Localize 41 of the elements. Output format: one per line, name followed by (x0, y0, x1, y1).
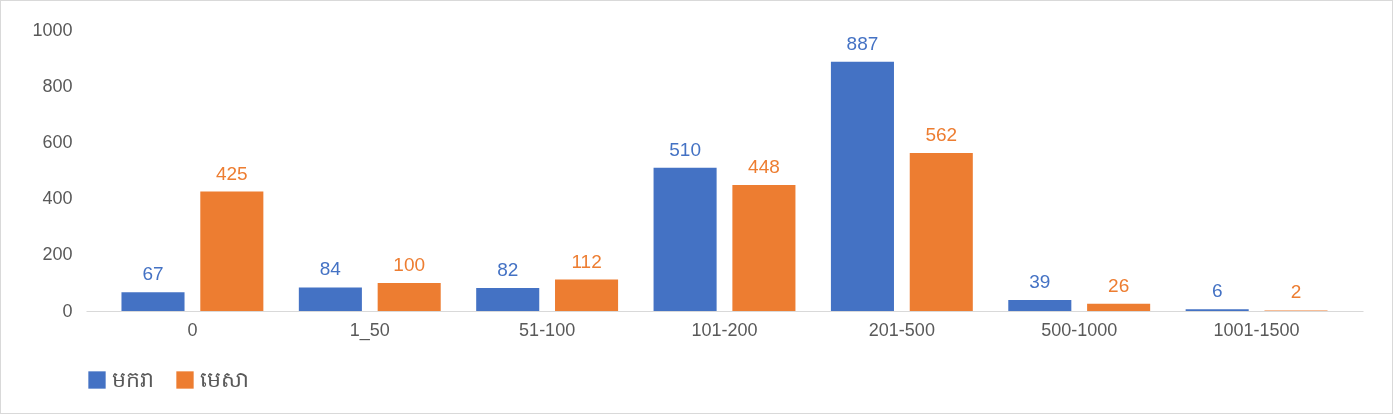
x-tick-label: 201-500 (868, 319, 935, 340)
bar (732, 185, 796, 311)
y-tick-label: 600 (42, 131, 73, 152)
x-tick-label: 500-1000 (1041, 319, 1118, 340)
data-label: 6 (1211, 280, 1223, 302)
data-label: 448 (748, 156, 780, 178)
bar (1087, 303, 1151, 311)
data-label: 67 (142, 263, 164, 285)
bar (200, 191, 264, 311)
data-label: 84 (319, 258, 342, 280)
y-tick-label: 1000 (32, 19, 73, 40)
x-tick-label: 101-200 (691, 319, 758, 340)
bar (909, 153, 973, 311)
data-label: 2 (1290, 281, 1302, 303)
data-label: 112 (571, 250, 602, 272)
bar (377, 282, 441, 311)
data-label: 39 (1029, 271, 1051, 293)
data-label: 887 (846, 32, 879, 54)
data-label: 562 (925, 124, 958, 146)
bar (555, 279, 619, 311)
bar (121, 292, 185, 311)
bar (653, 167, 717, 311)
x-tick-label: 1_50 (349, 319, 390, 341)
x-tick-label: 1001-1500 (1213, 319, 1300, 340)
y-tick-label: 400 (42, 188, 73, 209)
data-label: 100 (393, 253, 426, 275)
data-label: 82 (497, 258, 519, 280)
y-tick-label: 0 (62, 300, 73, 321)
bar (476, 287, 540, 311)
data-label: 26 (1108, 274, 1130, 296)
data-label: 425 (215, 162, 248, 184)
legend-label: មេសា (200, 367, 249, 392)
x-tick-label: 0 (187, 319, 198, 340)
y-tick-label: 200 (42, 244, 73, 265)
data-label: 510 (669, 138, 701, 160)
y-tick-label: 800 (42, 75, 73, 96)
bar (830, 61, 894, 311)
x-tick-label: 51-100 (519, 319, 576, 340)
legend-label: មករា (112, 367, 154, 392)
bar (298, 287, 362, 311)
bar (1008, 300, 1072, 311)
